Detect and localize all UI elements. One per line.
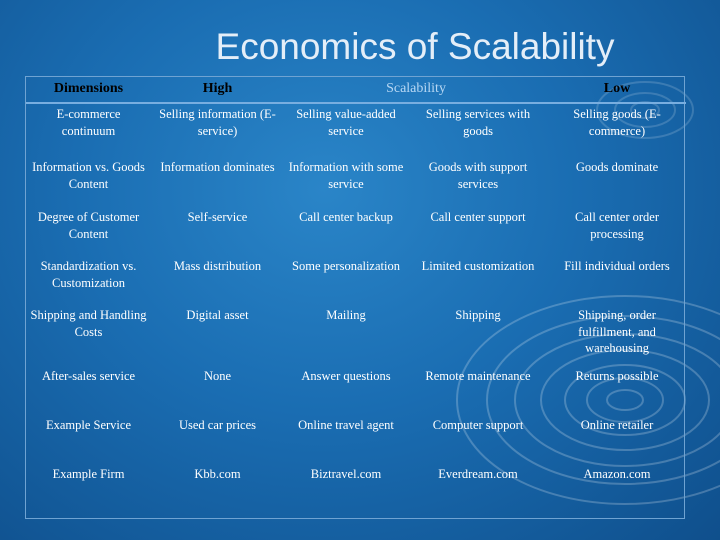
table-cell: Some personalization [292, 259, 400, 273]
table-cell: Returns possible [575, 369, 659, 383]
table-cell: Remote maintenance [425, 369, 531, 383]
table-cell: Computer support [432, 418, 524, 432]
table-cell: Fill individual orders [564, 259, 670, 273]
table-cell: Mass distribution [173, 259, 262, 273]
table-cell: Selling goods (E-commerce) [573, 107, 661, 138]
table-cell: Shipping [455, 308, 501, 322]
header-high: High [202, 81, 233, 97]
table-row: Degree of Customer Content Self-service … [26, 207, 686, 256]
table-cell: Online retailer [580, 418, 654, 432]
table-cell: Selling services with goods [425, 107, 531, 138]
header-low: Low [603, 81, 631, 97]
table-cell: Limited customization [421, 259, 535, 273]
table-header-row: Dimensions High Scalability Low [26, 77, 687, 103]
table-cell: Mailing [326, 308, 366, 322]
slide-title: Economics of Scalability [215, 26, 615, 67]
table-row: Example Service Used car prices Online t… [26, 415, 686, 464]
table-cell: Information with some service [288, 160, 404, 191]
table-cell: Answer questions [301, 369, 391, 383]
table-row: Standardization vs. Customization Mass d… [26, 256, 686, 305]
table-row: After-sales service None Answer question… [26, 366, 686, 415]
table-cell: Amazon.com [583, 467, 651, 481]
header-scalability: Scalability [386, 81, 446, 97]
row-dimension-label: After-sales service [41, 369, 136, 383]
table-cell: Shipping, order fulfillment, and warehou… [578, 308, 656, 355]
table-cell: Information dominates [160, 160, 275, 174]
table-cell: Goods dominate [575, 160, 659, 174]
row-dimension-label: Standardization vs. Customization [40, 259, 137, 290]
row-dimension-label: Information vs. Goods Content [32, 160, 145, 191]
row-dimension-label: E-commerce continuum [56, 107, 121, 138]
scalability-table-container: Dimensions High Scalability Low E-commer… [25, 76, 687, 519]
table-cell: Used car prices [178, 418, 257, 432]
table-cell: Digital asset [186, 308, 249, 322]
table-cell: Selling value-added service [296, 107, 396, 138]
table-cell: Biztravel.com [310, 467, 382, 481]
table-row: Information vs. Goods Content Informatio… [26, 157, 686, 207]
header-dimensions: Dimensions [53, 81, 124, 97]
table-cell: Goods with support services [428, 160, 528, 191]
row-dimension-label: Shipping and Handling Costs [30, 308, 147, 339]
table-row: Example Firm Kbb.com Biztravel.com Everd… [26, 464, 686, 519]
row-dimension-label: Degree of Customer Content [37, 210, 140, 241]
table-row: Shipping and Handling Costs Digital asse… [26, 305, 686, 366]
table-cell: Call center support [430, 210, 526, 224]
table-cell: Call center order processing [575, 210, 659, 241]
row-dimension-label: Example Service [45, 418, 132, 432]
table-cell: Kbb.com [194, 467, 241, 481]
row-dimension-label: Example Firm [52, 467, 125, 481]
table-cell: Call center backup [299, 210, 393, 224]
scalability-table: Dimensions High Scalability Low E-commer… [26, 77, 687, 519]
table-cell: Everdream.com [438, 467, 518, 481]
table-cell: None [203, 369, 232, 383]
table-cell: Self-service [187, 210, 248, 224]
table-cell: Online travel agent [298, 418, 394, 432]
table-cell: Selling information (E-service) [159, 107, 276, 138]
table-row: E-commerce continuum Selling information… [26, 103, 686, 157]
